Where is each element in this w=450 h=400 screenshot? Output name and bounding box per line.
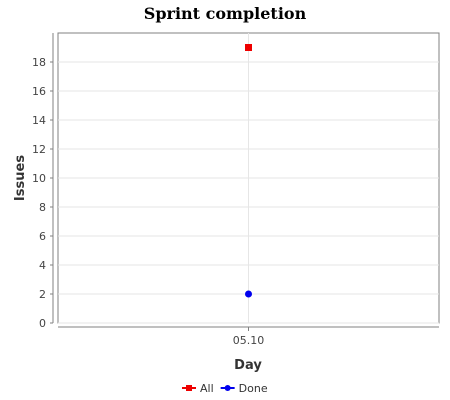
x-axis-label: Day bbox=[234, 358, 262, 373]
legend-label-all: All bbox=[200, 382, 214, 395]
legend-label-done: Done bbox=[239, 382, 268, 395]
data-points bbox=[245, 44, 252, 298]
y-tick-label: 6 bbox=[39, 230, 46, 243]
y-tick-label: 4 bbox=[39, 259, 46, 272]
y-tick-label: 10 bbox=[32, 172, 46, 185]
legend-marker-all bbox=[186, 385, 192, 391]
y-tick-label: 0 bbox=[39, 317, 46, 330]
y-tick-label: 14 bbox=[32, 114, 46, 127]
legend-marker-done bbox=[224, 385, 231, 391]
y-tick-label: 16 bbox=[32, 85, 46, 98]
legend: All Done bbox=[182, 382, 268, 395]
y-axis-label: Issues bbox=[13, 155, 28, 201]
data-point-done bbox=[245, 290, 252, 298]
y-tick-label: 8 bbox=[39, 201, 46, 214]
x-tick-label: 05.10 bbox=[233, 334, 265, 347]
y-axis-ticks: 0 2 4 6 8 10 12 14 16 18 bbox=[32, 56, 53, 330]
x-axis-ticks: 05.10 bbox=[233, 327, 265, 347]
data-point-all bbox=[245, 44, 252, 51]
grid bbox=[58, 33, 439, 324]
y-tick-label: 12 bbox=[32, 143, 46, 156]
y-tick-label: 18 bbox=[32, 56, 46, 69]
y-tick-label: 2 bbox=[39, 288, 46, 301]
chart-title: Sprint completion bbox=[144, 4, 307, 23]
